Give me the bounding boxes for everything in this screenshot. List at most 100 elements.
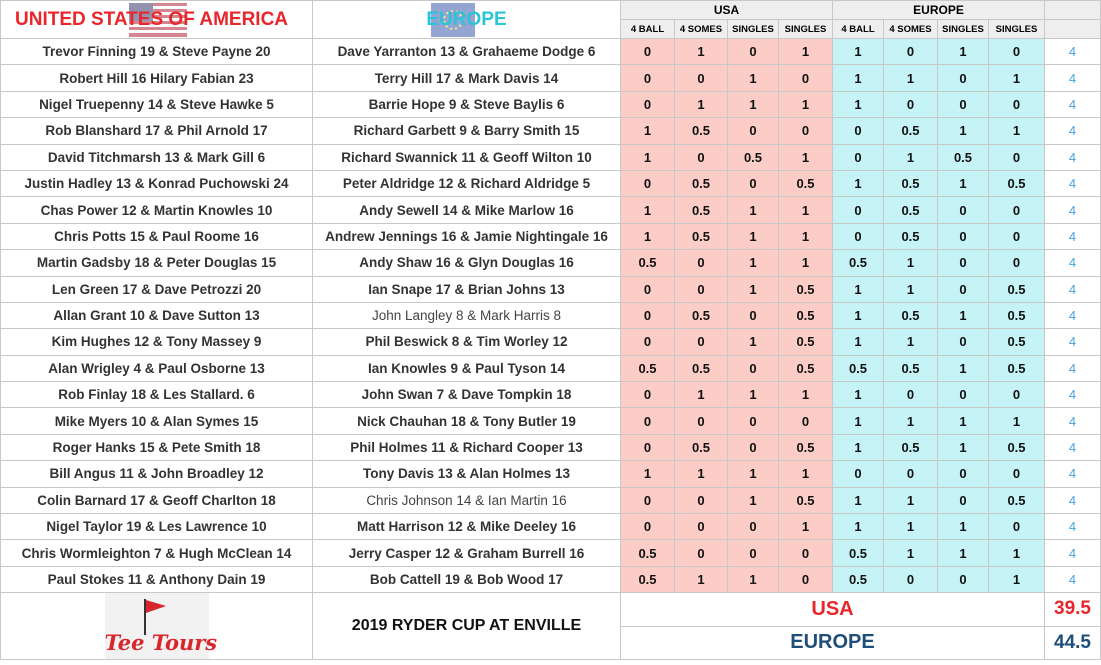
europe-point: 0 [937, 249, 989, 277]
usa-point: 1 [727, 328, 779, 356]
europe-point: 0 [988, 37, 1045, 66]
europe-point: 1 [937, 354, 989, 383]
usa-pair: Nigel Taylor 19 & Les Lawrence 10 [0, 513, 313, 541]
europe-point: 0.5 [988, 301, 1045, 330]
table-row: Rob Blanshard 17 & Phil Arnold 17 Richard… [0, 117, 1101, 145]
usa-point: 1 [778, 90, 833, 119]
europe-point: 0 [832, 460, 884, 488]
usa-point: 1 [727, 90, 779, 119]
usa-point: 1 [778, 37, 833, 66]
usa-point: 0.5 [620, 539, 675, 567]
europe-pair: Andrew Jennings 16 & Jamie Nightingale 1… [312, 222, 621, 251]
usa-pair: Colin Barnard 17 & Geoff Charlton 18 [0, 486, 313, 515]
usa-pair: Alan Wrigley 4 & Paul Osborne 13 [0, 354, 313, 383]
usa-point: 1 [727, 196, 779, 224]
usa-point: 0 [620, 37, 675, 66]
table-row: Chris Wormleighton 7 & Hugh McClean 14 Je… [0, 539, 1101, 567]
europe-point: 0.5 [883, 169, 938, 198]
table-row: Colin Barnard 17 & Geoff Charlton 18 Chri… [0, 486, 1101, 515]
usa-pair: Chris Potts 15 & Paul Roome 16 [0, 222, 313, 251]
europe-point: 0.5 [988, 486, 1045, 515]
usa-point: 1 [674, 37, 728, 66]
usa-point: 0.5 [674, 222, 728, 251]
europe-total-score: 44.5 [1044, 625, 1101, 661]
europe-pair: Ian Knowles 9 & Paul Tyson 14 [312, 354, 621, 383]
europe-point: 1 [883, 328, 938, 356]
match-total: 4 [1044, 37, 1101, 66]
europe-point: 0 [937, 90, 989, 119]
europe-point: 1 [832, 433, 884, 462]
europe-point: 1 [988, 64, 1045, 92]
table-row: Chas Power 12 & Martin Knowles 10 Andy Se… [0, 196, 1101, 224]
match-total: 4 [1044, 486, 1101, 515]
usa-total-label: USA [620, 592, 1045, 627]
europe-pair: Jerry Casper 12 & Graham Burrell 16 [312, 539, 621, 567]
europe-point: 0.5 [832, 249, 884, 277]
usa-point: 0.5 [674, 196, 728, 224]
usa-point: 1 [727, 486, 779, 515]
europe-col-4ball: 4 BALL [832, 19, 884, 39]
table-row: Len Green 17 & Dave Petrozzi 20 Ian Snape… [0, 275, 1101, 303]
europe-point: 1 [937, 169, 989, 198]
usa-point: 0 [620, 301, 675, 330]
usa-point: 0 [620, 513, 675, 541]
usa-point: 0 [727, 354, 779, 383]
europe-point: 1 [937, 117, 989, 145]
europe-point: 0 [883, 460, 938, 488]
europe-point: 0.5 [883, 196, 938, 224]
europe-point: 0.5 [937, 143, 989, 171]
usa-point: 0 [620, 64, 675, 92]
usa-pair: Martin Gadsby 18 & Peter Douglas 15 [0, 249, 313, 277]
europe-point: 0.5 [883, 117, 938, 145]
europe-point: 1 [937, 37, 989, 66]
match-total: 4 [1044, 407, 1101, 435]
table-row: Bill Angus 11 & John Broadley 12 Tony Dav… [0, 460, 1101, 488]
europe-point: 0 [937, 381, 989, 409]
match-total: 4 [1044, 328, 1101, 356]
europe-point: 0 [988, 90, 1045, 119]
usa-point: 0.5 [620, 249, 675, 277]
usa-point: 0 [727, 169, 779, 198]
usa-point: 0 [620, 328, 675, 356]
usa-point: 1 [727, 222, 779, 251]
usa-pair: Chris Wormleighton 7 & Hugh McClean 14 [0, 539, 313, 567]
match-total: 4 [1044, 301, 1101, 330]
europe-pair: Andy Sewell 14 & Mike Marlow 16 [312, 196, 621, 224]
match-total: 4 [1044, 196, 1101, 224]
usa-pair: Allan Grant 10 & Dave Sutton 13 [0, 301, 313, 330]
europe-pair: Phil Holmes 11 & Richard Cooper 13 [312, 433, 621, 462]
usa-point: 1 [778, 222, 833, 251]
table-row: Nigel Truepenny 14 & Steve Hawke 5 Barrie… [0, 90, 1101, 119]
usa-point: 0 [620, 433, 675, 462]
europe-pair: Matt Harrison 12 & Mike Deeley 16 [312, 513, 621, 541]
usa-point: 0.5 [778, 301, 833, 330]
usa-point: 1 [620, 196, 675, 224]
usa-point: 0.5 [778, 275, 833, 303]
usa-point: 0 [727, 37, 779, 66]
usa-point: 0 [620, 381, 675, 409]
usa-flag-icon [129, 3, 187, 37]
usa-point: 0 [674, 328, 728, 356]
europe-pair: Nick Chauhan 18 & Tony Butler 19 [312, 407, 621, 435]
usa-pair: Robert Hill 16 Hilary Fabian 23 [0, 64, 313, 92]
usa-pair: Justin Hadley 13 & Konrad Puchowski 24 [0, 169, 313, 198]
usa-point: 0 [727, 513, 779, 541]
europe-point: 1 [937, 513, 989, 541]
europe-point: 0 [832, 117, 884, 145]
match-total: 4 [1044, 513, 1101, 541]
usa-point: 0 [778, 565, 833, 594]
match-total: 4 [1044, 354, 1101, 383]
usa-point: 1 [727, 381, 779, 409]
europe-point: 1 [832, 169, 884, 198]
europe-point: 1 [988, 407, 1045, 435]
europe-point: 1 [832, 301, 884, 330]
usa-pair: Rob Blanshard 17 & Phil Arnold 17 [0, 117, 313, 145]
europe-point: 1 [883, 539, 938, 567]
usa-point: 0.5 [674, 117, 728, 145]
usa-point: 0.5 [778, 169, 833, 198]
europe-point: 0.5 [883, 222, 938, 251]
usa-point: 0 [727, 539, 779, 567]
usa-point: 1 [727, 460, 779, 488]
usa-point: 0 [620, 407, 675, 435]
